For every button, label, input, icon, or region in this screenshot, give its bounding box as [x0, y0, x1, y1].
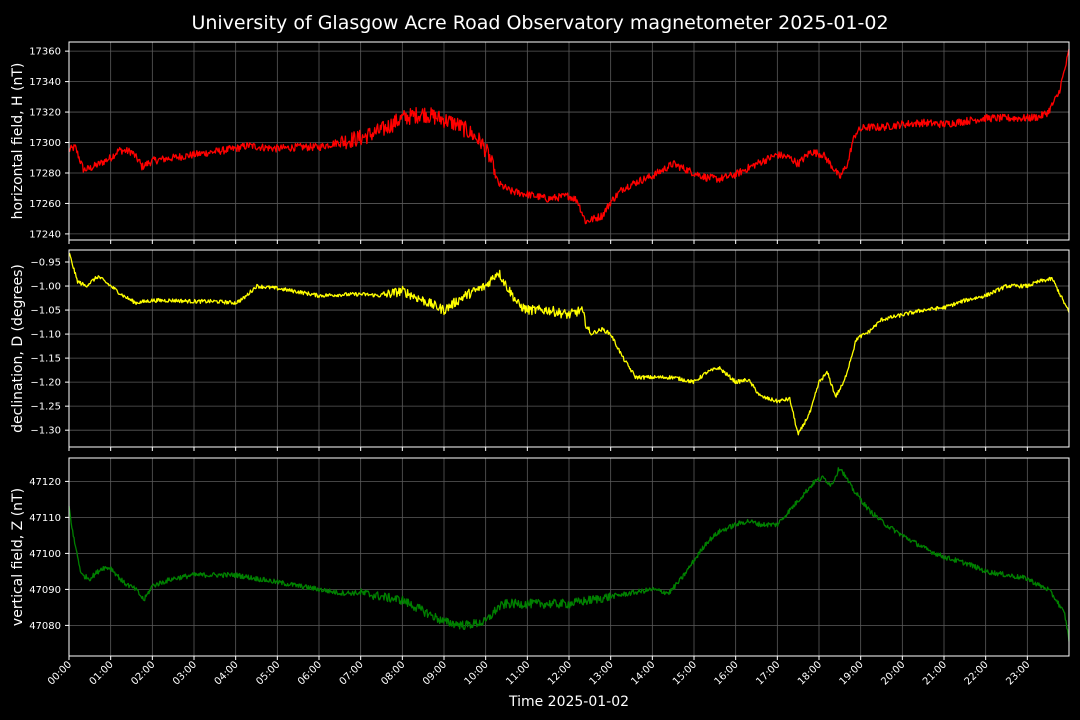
- x-tick-label: 13:00: [588, 659, 616, 687]
- x-tick-label: 02:00: [129, 659, 157, 687]
- grid-H: [68, 42, 1069, 240]
- x-tick-label: 12:00: [546, 659, 574, 687]
- y-tick-label: −0.95: [30, 258, 61, 269]
- y-tick-label: 47110: [29, 513, 61, 524]
- x-tick-label: 17:00: [754, 659, 782, 687]
- y-tick-label: 47090: [29, 585, 61, 596]
- y-axis-label-Z: vertical field, Z (nT): [10, 488, 26, 626]
- y-tick-label: 47080: [29, 621, 61, 632]
- y-tick-label: 17280: [29, 168, 61, 179]
- y-tick-label: −1.15: [30, 354, 61, 365]
- x-tick-label: 08:00: [379, 659, 407, 687]
- y-tick-label: 17340: [29, 77, 61, 88]
- x-tick-label: 01:00: [88, 659, 116, 687]
- x-tick-label: 06:00: [296, 659, 324, 687]
- panel-H: 17240 17260 17280 17300 17320 17340 17360horiz…: [10, 41, 1070, 244]
- y-tick-label: 17240: [29, 229, 61, 240]
- grid-Z: [68, 458, 1069, 656]
- chart-title: University of Glasgow Acre Road Observat…: [191, 12, 888, 34]
- x-tick-label: 05:00: [254, 659, 282, 687]
- x-tick-label: 21:00: [921, 659, 949, 687]
- y-tick-label: −1.05: [30, 306, 61, 317]
- x-tick-label: 14:00: [629, 659, 657, 687]
- y-tick-label: −1.20: [30, 378, 61, 389]
- y-tick-label: 47100: [29, 549, 61, 560]
- x-tick-label: 18:00: [796, 659, 824, 687]
- x-tick-label: 03:00: [171, 659, 199, 687]
- grid-D: [68, 250, 1069, 447]
- series-line-D: [68, 252, 1070, 436]
- y-tick-label: −1.30: [30, 426, 61, 437]
- x-tick-label: 11:00: [504, 659, 532, 687]
- x-tick-label: 16:00: [713, 659, 741, 687]
- y-tick-label: −1.25: [30, 402, 61, 413]
- x-tick-label: 22:00: [963, 659, 991, 687]
- x-tick-label: 07:00: [338, 659, 366, 687]
- y-tick-label: 47120: [29, 477, 61, 488]
- y-tick-label: 17320: [29, 108, 61, 119]
- y-tick-label: 17260: [29, 199, 61, 210]
- y-axis-label-H: horizontal field, H (nT): [10, 63, 26, 220]
- series-line-H: [68, 48, 1070, 225]
- y-tick-label: −1.00: [30, 282, 61, 293]
- x-tick-label: 15:00: [671, 659, 699, 687]
- y-tick-label: 17300: [29, 138, 61, 149]
- x-axis-label: Time 2025-01-02: [508, 694, 629, 710]
- x-tick-label: 10:00: [463, 659, 491, 687]
- y-tick-label: 17360: [29, 47, 61, 58]
- x-tick-label: 23:00: [1004, 659, 1032, 687]
- x-tick-label: 19:00: [838, 659, 866, 687]
- x-tick-label: 00:00: [46, 659, 74, 687]
- x-tick-label: 20:00: [879, 659, 907, 687]
- x-tick-label: 04:00: [213, 659, 241, 687]
- x-tick-label: 09:00: [421, 659, 449, 687]
- series-line-Z: [68, 467, 1070, 642]
- panel-D: −0.95 −1.00 −1.05 −1.10 −1.15 −1.20 −1.25 −1.30…: [10, 249, 1070, 451]
- y-axis-label-D: declination, D (degrees): [10, 264, 26, 433]
- y-tick-label: −1.10: [30, 330, 61, 341]
